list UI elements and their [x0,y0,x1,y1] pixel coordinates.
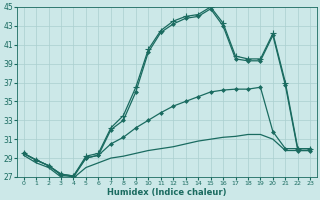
X-axis label: Humidex (Indice chaleur): Humidex (Indice chaleur) [107,188,227,197]
